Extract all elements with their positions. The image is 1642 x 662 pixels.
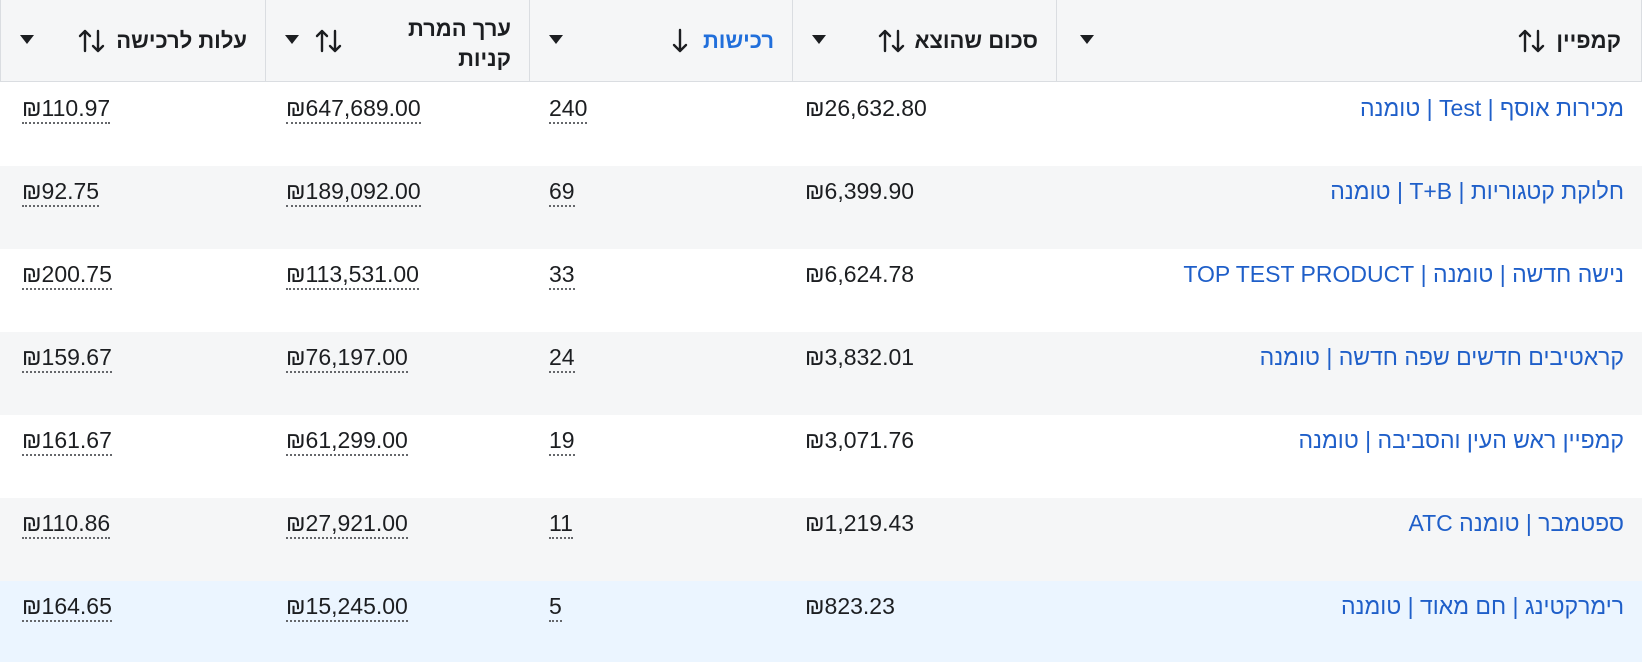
table-row[interactable]: קראטיבים חדשים שפה חדשה | טומנה ₪3,832.0… <box>0 332 1642 415</box>
table-header: עלות לרכישה ערך המרת קניות רכישות <box>0 0 1642 82</box>
caret-down-icon[interactable] <box>19 34 35 46</box>
cost-per-purchase[interactable]: ₪161.67 <box>22 427 112 456</box>
table-row[interactable]: חלוקת קטגוריות | T+B | טומנה ₪6,399.90 6… <box>0 166 1642 249</box>
sort-arrows-icon[interactable] <box>877 27 907 55</box>
caret-down-icon[interactable] <box>811 34 827 46</box>
column-title-spent: סכום שהוצא <box>914 28 1038 53</box>
column-header-purchases[interactable]: רכישות <box>529 0 792 82</box>
amount-spent: ₪823.23 <box>805 593 895 619</box>
amount-spent: ₪6,624.78 <box>805 261 915 287</box>
campaign-name-link[interactable]: ספטמבר | טומנה ATC <box>1408 510 1624 536</box>
campaign-name-link[interactable]: נישה חדשה | טומנה | TOP TEST PRODUCT <box>1183 261 1624 287</box>
purchase-conversion-value[interactable]: ₪15,245.00 <box>286 593 408 622</box>
campaign-name-link[interactable]: רימרקטינג | חם מאוד | טומנה <box>1340 593 1624 619</box>
amount-spent: ₪26,632.80 <box>805 95 927 121</box>
amount-spent: ₪3,071.76 <box>805 427 915 453</box>
campaign-name-link[interactable]: קמפיין ראש העין והסביבה | טומנה <box>1298 427 1624 453</box>
table-row[interactable]: רימרקטינג | חם מאוד | טומנה ₪823.23 5 ₪1… <box>0 581 1642 662</box>
cost-per-purchase[interactable]: ₪200.75 <box>22 261 112 290</box>
purchases-value[interactable]: 11 <box>549 510 573 539</box>
purchase-conversion-value[interactable]: ₪76,197.00 <box>286 344 408 373</box>
table-row[interactable]: קמפיין ראש העין והסביבה | טומנה ₪3,071.7… <box>0 415 1642 498</box>
purchase-conversion-value[interactable]: ₪27,921.00 <box>286 510 408 539</box>
purchase-conversion-value[interactable]: ₪189,092.00 <box>286 178 421 207</box>
column-header-campaign[interactable]: קמפיין <box>1056 0 1642 82</box>
purchase-conversion-value[interactable]: ₪113,531.00 <box>286 261 419 290</box>
table-row[interactable]: ספטמבר | טומנה ATC ₪1,219.43 11 ₪27,921.… <box>0 498 1642 581</box>
purchases-value[interactable]: 69 <box>549 178 575 207</box>
sort-arrows-icon[interactable] <box>1517 27 1547 55</box>
purchases-value[interactable]: 19 <box>549 427 575 456</box>
purchases-value[interactable]: 240 <box>549 95 588 124</box>
amount-spent: ₪1,219.43 <box>805 510 915 536</box>
cost-per-purchase[interactable]: ₪110.97 <box>22 95 111 124</box>
column-title-value: ערך המרת קניות <box>407 16 511 71</box>
table-row[interactable]: מכירות אוסף | Test | טומנה ₪26,632.80 24… <box>0 83 1642 166</box>
campaign-name-link[interactable]: חלוקת קטגוריות | T+B | טומנה <box>1330 178 1624 204</box>
sort-arrows-icon[interactable] <box>314 27 344 55</box>
cost-per-purchase[interactable]: ₪164.65 <box>22 593 112 622</box>
campaign-name-link[interactable]: קראטיבים חדשים שפה חדשה | טומנה <box>1259 344 1624 370</box>
purchase-conversion-value[interactable]: ₪61,299.00 <box>286 427 408 456</box>
amount-spent: ₪3,832.01 <box>805 344 915 370</box>
caret-down-icon[interactable] <box>284 34 300 46</box>
caret-down-icon[interactable] <box>548 34 564 46</box>
sort-arrows-icon[interactable] <box>77 27 107 55</box>
column-header-value[interactable]: ערך המרת קניות <box>265 0 529 82</box>
column-header-cpa[interactable]: עלות לרכישה <box>0 0 265 82</box>
column-header-spent[interactable]: סכום שהוצא <box>792 0 1056 82</box>
campaign-name-link[interactable]: מכירות אוסף | Test | טומנה <box>1359 95 1624 121</box>
column-title-purchases: רכישות <box>703 28 774 53</box>
cost-per-purchase[interactable]: ₪159.67 <box>22 344 112 373</box>
purchases-value[interactable]: 24 <box>549 344 575 373</box>
cost-per-purchase[interactable]: ₪92.75 <box>22 178 100 207</box>
table-row[interactable]: נישה חדשה | טומנה | TOP TEST PRODUCT ₪6,… <box>0 249 1642 332</box>
purchases-value[interactable]: 33 <box>549 261 575 290</box>
cost-per-purchase[interactable]: ₪110.86 <box>22 510 111 539</box>
sort-down-arrow-icon[interactable] <box>665 27 695 55</box>
purchases-value[interactable]: 5 <box>549 593 562 622</box>
caret-down-icon[interactable] <box>1079 34 1095 46</box>
purchase-conversion-value[interactable]: ₪647,689.00 <box>286 95 421 124</box>
column-title-campaign: קמפיין <box>1556 28 1621 53</box>
amount-spent: ₪6,399.90 <box>805 178 915 204</box>
column-title-cpa: עלות לרכישה <box>116 28 247 53</box>
